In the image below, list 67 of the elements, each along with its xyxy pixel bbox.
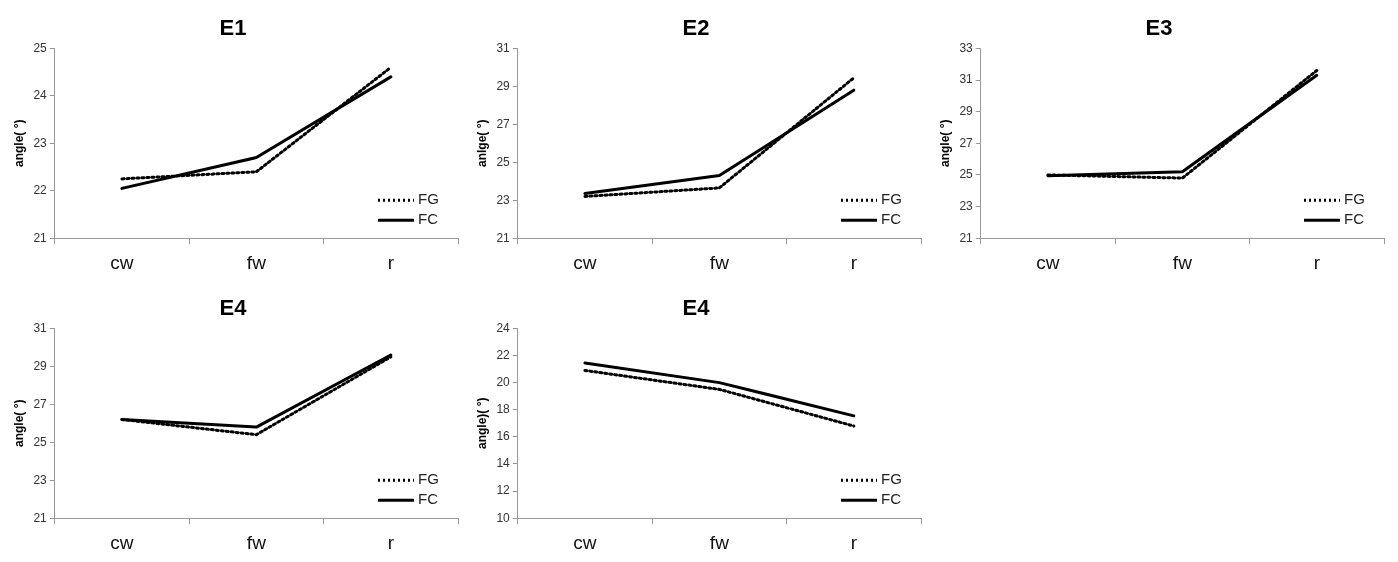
x-tick-label: cw bbox=[573, 531, 597, 553]
y-tick-label: 27 bbox=[33, 396, 48, 411]
y-axis-title: angle( °) bbox=[11, 399, 26, 448]
x-tick-label: cw bbox=[110, 531, 134, 553]
y-tick-label: 20 bbox=[496, 374, 511, 389]
legend-label: FC bbox=[881, 210, 902, 228]
y-tick-label: 31 bbox=[33, 320, 48, 335]
x-tick-label: r bbox=[387, 251, 395, 273]
legend-label: FC bbox=[418, 490, 439, 508]
legend-label: FG bbox=[1344, 190, 1365, 208]
y-tick-label: 24 bbox=[33, 88, 48, 103]
y-tick-label: 10 bbox=[496, 510, 511, 525]
y-tick-label: 21 bbox=[33, 230, 48, 245]
y-tick-label: 23 bbox=[33, 472, 48, 487]
x-tick-label: r bbox=[850, 531, 858, 553]
x-tick-label: cw bbox=[110, 251, 134, 273]
y-tick-label: 33 bbox=[959, 40, 974, 55]
chart-title: E3 bbox=[1145, 15, 1173, 41]
x-tick-label: fw bbox=[1172, 251, 1193, 273]
legend-label: FG bbox=[881, 470, 902, 488]
y-tick-label: 29 bbox=[33, 358, 48, 373]
x-tick-label: cw bbox=[1036, 251, 1060, 273]
chart-title: E1 bbox=[219, 15, 247, 41]
chart-title: E4 bbox=[219, 295, 248, 321]
y-axis-title: angle( °) bbox=[11, 119, 26, 168]
x-tick-label: fw bbox=[709, 251, 730, 273]
y-tick-label: 22 bbox=[33, 183, 48, 198]
x-tick-label: fw bbox=[246, 251, 267, 273]
y-axis-title: anlge( °) bbox=[474, 119, 489, 168]
x-tick-label: r bbox=[387, 531, 395, 553]
y-tick-label: 25 bbox=[33, 40, 48, 55]
legend-label: FC bbox=[881, 490, 902, 508]
y-tick-label: 25 bbox=[959, 167, 974, 182]
chart-title: E4 bbox=[682, 295, 711, 321]
y-tick-label: 29 bbox=[496, 78, 511, 93]
y-tick-label: 21 bbox=[959, 230, 974, 245]
y-axis-title: angle( °) bbox=[937, 119, 952, 168]
x-tick-label: r bbox=[850, 251, 858, 273]
x-tick-label: fw bbox=[246, 531, 267, 553]
y-tick-label: 31 bbox=[959, 72, 974, 87]
y-tick-label: 18 bbox=[496, 402, 511, 417]
x-tick-label: r bbox=[1313, 251, 1321, 273]
y-tick-label: 29 bbox=[959, 103, 974, 118]
y-tick-label: 14 bbox=[496, 456, 511, 471]
y-tick-label: 23 bbox=[33, 135, 48, 150]
legend-label: FC bbox=[1344, 210, 1365, 228]
legend-label: FC bbox=[418, 210, 439, 228]
y-tick-label: 12 bbox=[496, 483, 511, 498]
y-tick-label: 31 bbox=[496, 40, 511, 55]
y-tick-label: 25 bbox=[33, 434, 48, 449]
y-tick-label: 16 bbox=[496, 429, 511, 444]
legend-label: FG bbox=[418, 190, 439, 208]
y-tick-label: 21 bbox=[496, 230, 511, 245]
y-tick-label: 24 bbox=[496, 320, 511, 335]
y-tick-label: 27 bbox=[496, 116, 511, 131]
y-tick-label: 22 bbox=[496, 347, 511, 362]
legend-label: FG bbox=[881, 190, 902, 208]
legend-label: FG bbox=[418, 470, 439, 488]
y-tick-label: 27 bbox=[959, 135, 974, 150]
y-tick-label: 25 bbox=[496, 154, 511, 169]
y-tick-label: 21 bbox=[33, 510, 48, 525]
y-tick-label: 23 bbox=[959, 198, 974, 213]
x-tick-label: fw bbox=[709, 531, 730, 553]
y-tick-label: 23 bbox=[496, 192, 511, 207]
y-axis-title: angle)( °) bbox=[474, 397, 489, 450]
chart-title: E2 bbox=[682, 15, 710, 41]
x-tick-label: cw bbox=[573, 251, 597, 273]
